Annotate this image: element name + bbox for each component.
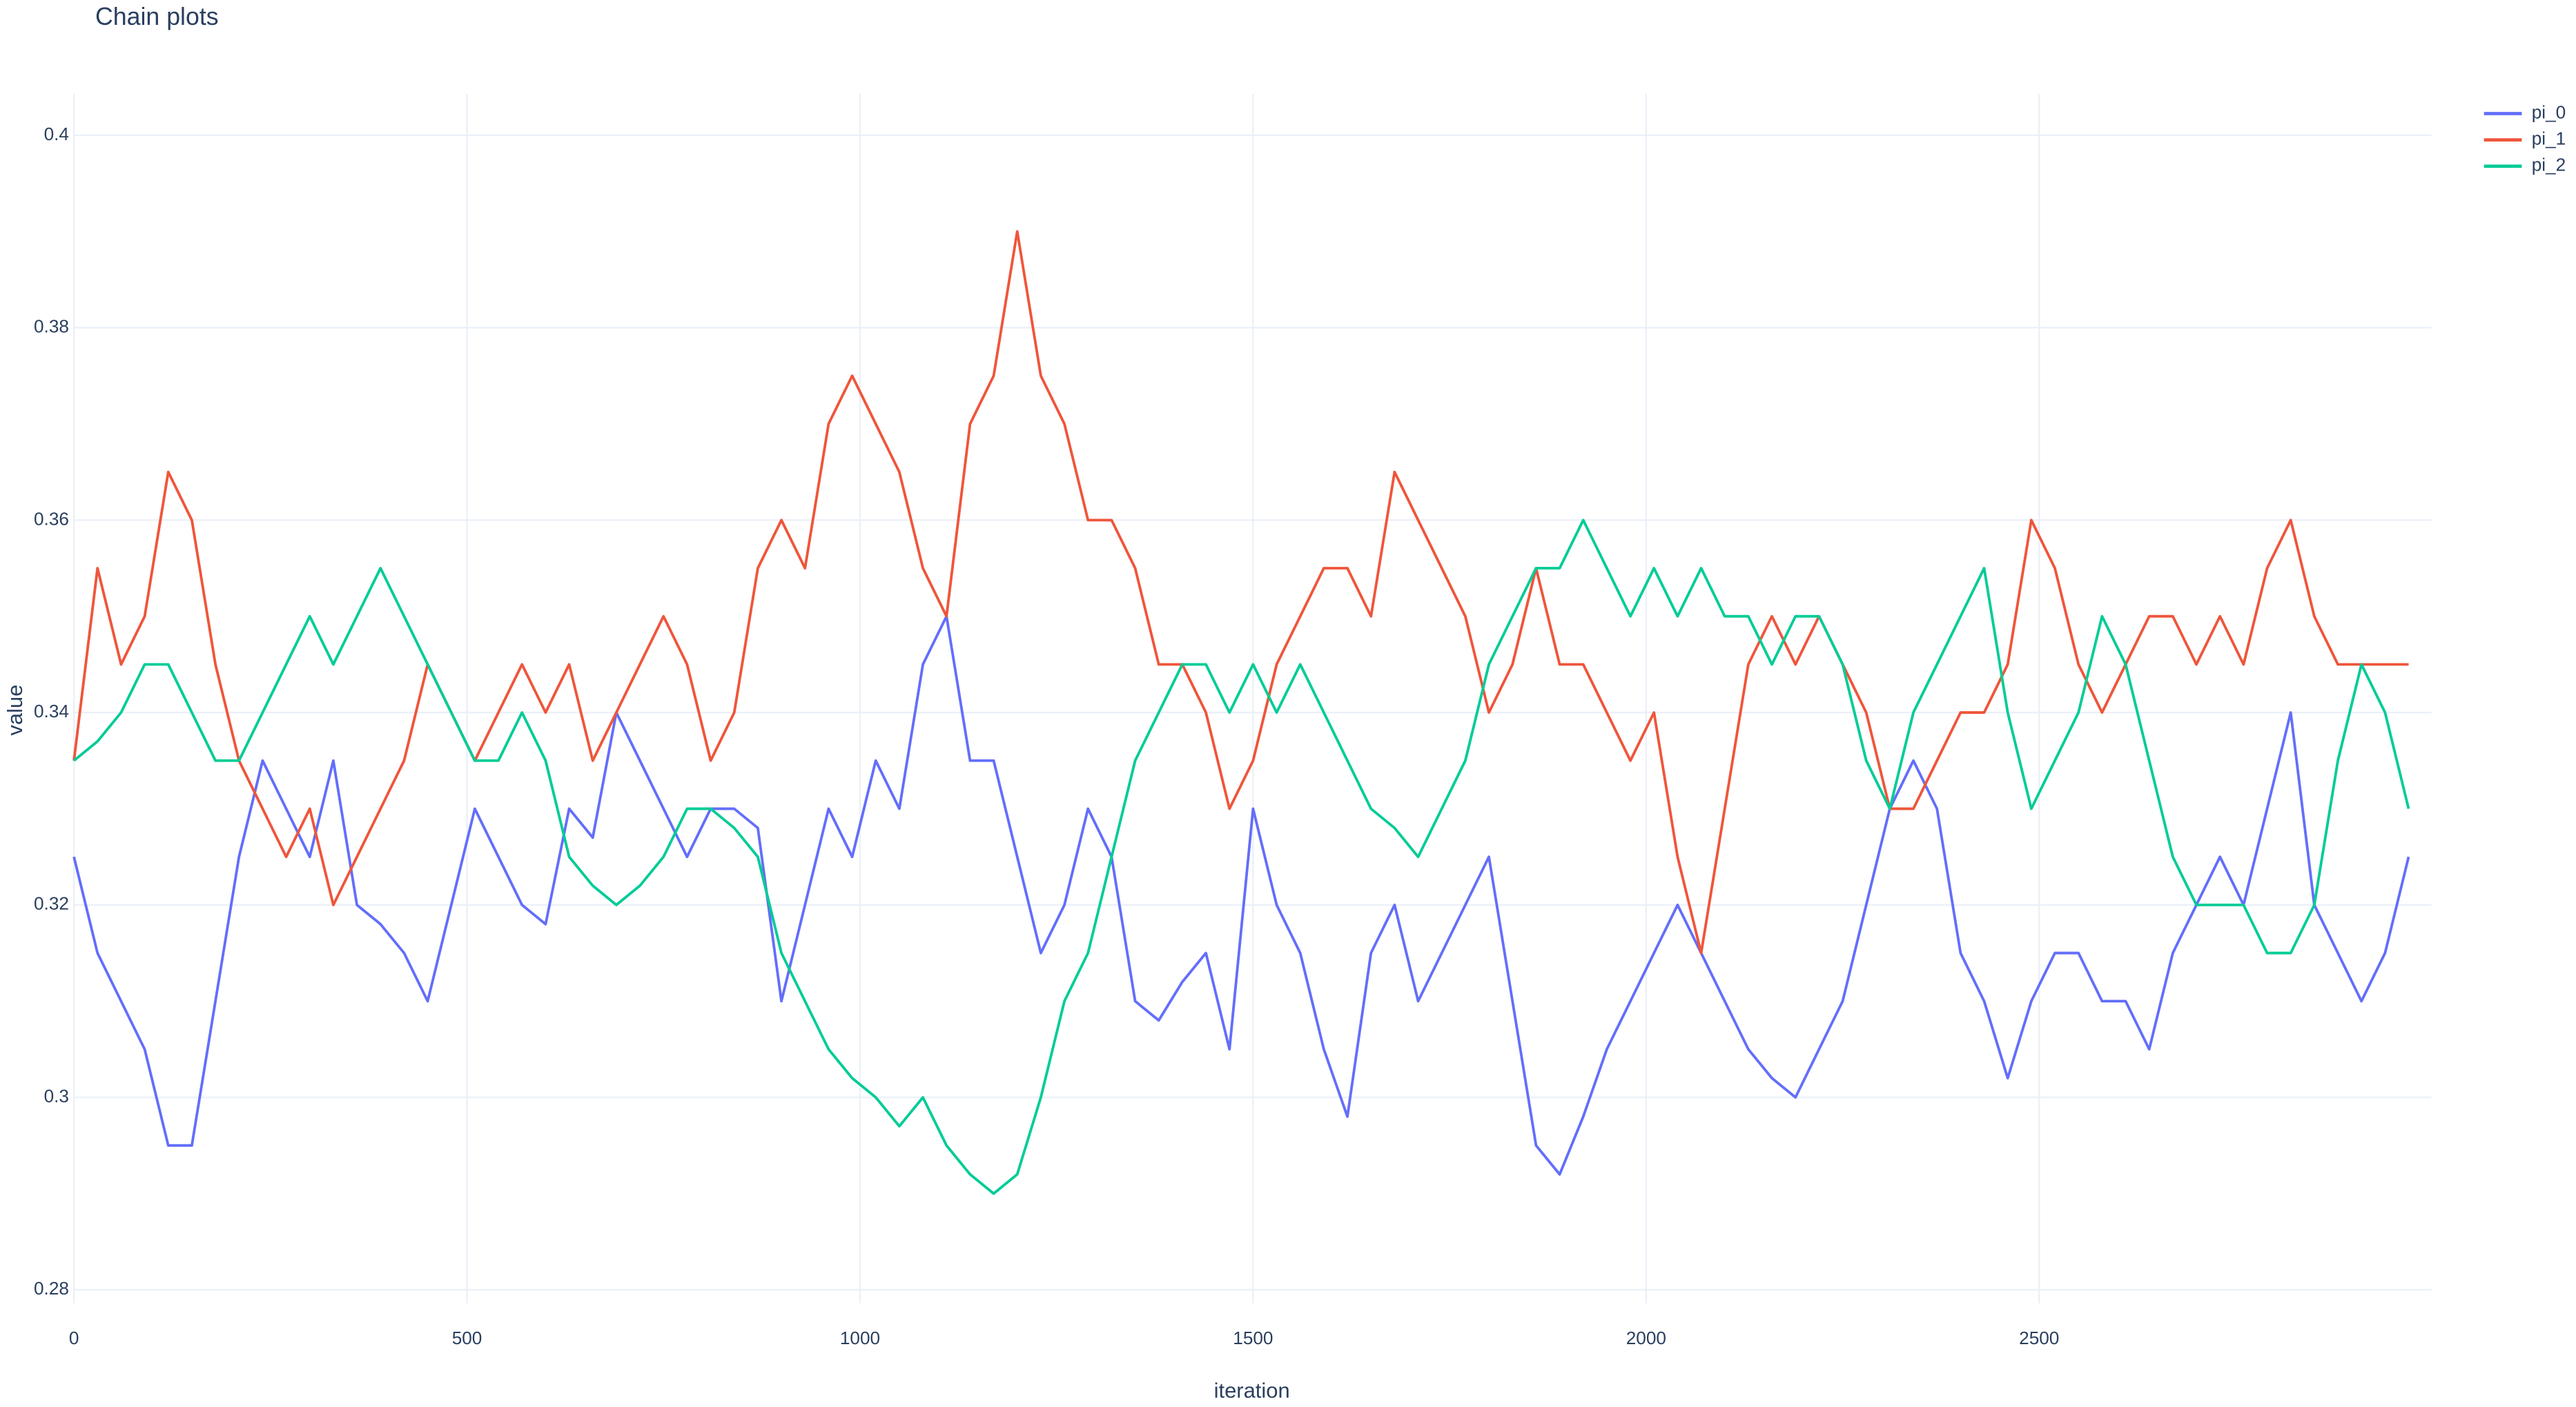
x-tick-label: 2500 (2019, 1328, 2059, 1348)
x-axis-label: iteration (1214, 1378, 1290, 1402)
y-tick-label: 0.34 (34, 701, 69, 721)
y-tick-label: 0.36 (34, 508, 69, 529)
y-tick-label: 0.28 (34, 1278, 69, 1299)
y-axis-label: value (3, 685, 27, 736)
y-tick-label: 0.38 (34, 316, 69, 337)
x-tick-label: 2000 (1626, 1328, 1666, 1348)
x-tick-label: 500 (452, 1328, 482, 1348)
series-line (72, 614, 2410, 1176)
x-tick-label: 1000 (840, 1328, 880, 1348)
legend-label: pi_2 (2532, 155, 2566, 175)
chart-title: Chain plots (95, 3, 219, 30)
x-tick-label: 1500 (1233, 1328, 1273, 1348)
y-tick-label: 0.3 (44, 1085, 69, 1106)
x-tick-label: 0 (69, 1328, 79, 1348)
series-line (72, 230, 2409, 955)
y-tick-label: 0.4 (44, 124, 69, 144)
legend-label: pi_1 (2532, 128, 2566, 149)
legend-label: pi_0 (2532, 101, 2566, 122)
y-tick-label: 0.32 (34, 893, 69, 914)
series-line (72, 518, 2410, 1195)
